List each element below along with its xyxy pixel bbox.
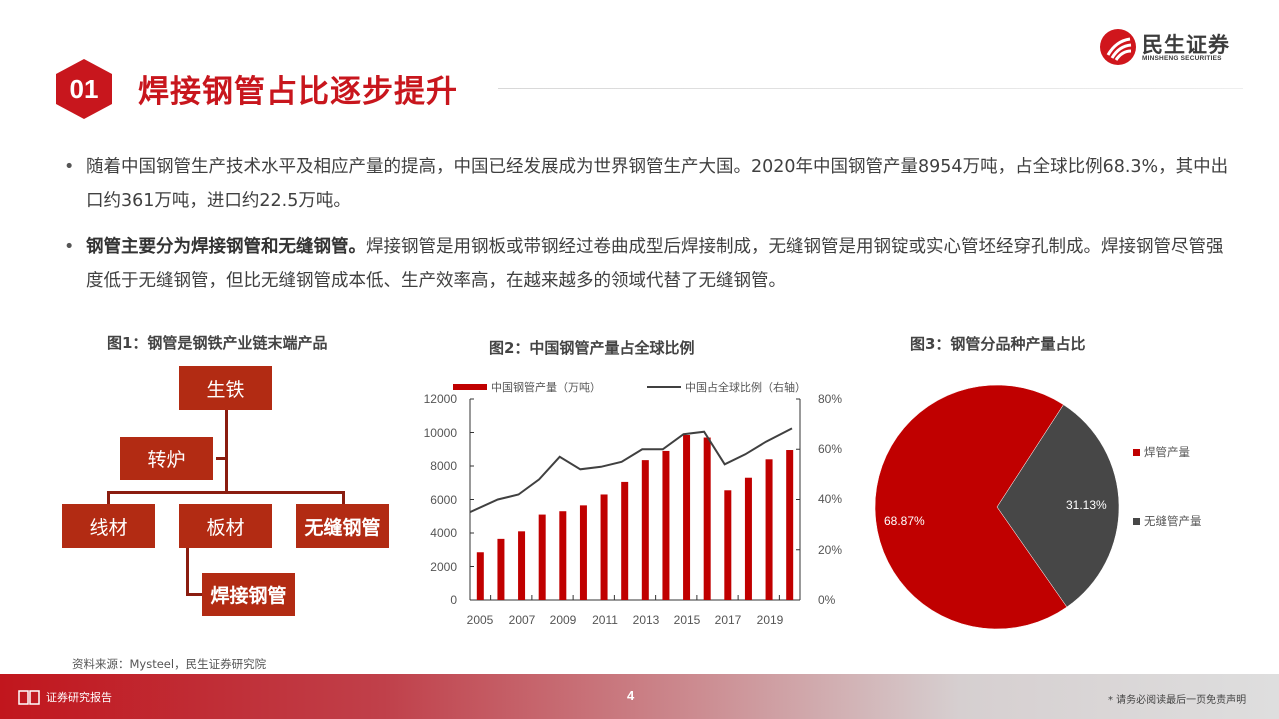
logo-text-en: MINSHENG SECURITIES bbox=[1142, 55, 1222, 62]
figure3-title: 图3：钢管分品种产量占比 bbox=[910, 335, 1086, 353]
bar bbox=[538, 514, 546, 600]
y-right-tick: 20% bbox=[818, 543, 843, 557]
node-plate: 板材 bbox=[179, 504, 272, 548]
bar bbox=[724, 490, 732, 600]
figure2-title: 图2：中国钢管产量占全球比例 bbox=[489, 339, 695, 357]
disclaimer-link[interactable]: * 请务必阅读最后一页免责声明 bbox=[1108, 695, 1247, 706]
data-source: 资料来源：Mysteel，民生证券研究院 bbox=[72, 657, 267, 671]
x-tick: 2011 bbox=[592, 613, 618, 627]
bar bbox=[683, 435, 691, 600]
y-right-tick: 40% bbox=[818, 492, 843, 506]
node-welded-pipe: 焊接钢管 bbox=[202, 573, 295, 616]
connector-line bbox=[107, 491, 345, 494]
brand-logo: 民生证券 MINSHENG SECURITIES bbox=[1100, 27, 1250, 67]
y-left-tick: 4000 bbox=[430, 526, 457, 540]
bullet-bold-lead: 钢管主要分为焊接钢管和无缝钢管。 bbox=[86, 237, 366, 257]
legend-bar-label: 中国钢管产量（万吨） bbox=[491, 381, 601, 394]
figure2-chart: 中国钢管产量（万吨） 中国占全球比例（右轴） 12000 10000 8000 … bbox=[405, 370, 855, 635]
y-right-tick: 0% bbox=[818, 593, 836, 607]
node-pig-iron: 生铁 bbox=[179, 366, 272, 410]
bullet-dot-icon: • bbox=[64, 157, 75, 177]
legend-bar: 中国钢管产量（万吨） bbox=[453, 379, 601, 395]
bullet-text: 焊接钢管是用钢板或带钢经过卷曲成型后焊接制成，无缝钢管是用钢锭或实心管坯经穿孔制… bbox=[86, 237, 1224, 291]
x-tick: 2009 bbox=[549, 613, 577, 627]
page-number: 4 bbox=[627, 688, 635, 703]
x-tick: 2015 bbox=[673, 613, 701, 627]
bullet-list: • 随着中国钢管生产技术水平及相应产量的提高，中国已经发展成为世界钢管生产大国。… bbox=[60, 150, 1240, 310]
bullet-item: • 钢管主要分为焊接钢管和无缝钢管。焊接钢管是用钢板或带钢经过卷曲成型后焊接制成… bbox=[60, 230, 1240, 298]
bar bbox=[518, 531, 526, 600]
logo-text-cn: 民生证券 bbox=[1142, 33, 1230, 57]
bullet-text: 随着中国钢管生产技术水平及相应产量的提高，中国已经发展成为世界钢管生产大国。20… bbox=[86, 157, 1229, 211]
pie-slice-seamless bbox=[996, 404, 1120, 608]
connector-line bbox=[186, 593, 202, 596]
node-wire-rod: 线材 bbox=[62, 504, 155, 548]
x-tick: 2013 bbox=[632, 613, 660, 627]
share-line bbox=[469, 427, 793, 514]
bar bbox=[621, 481, 629, 600]
bar bbox=[703, 437, 711, 600]
y-right-tick: 60% bbox=[818, 442, 843, 456]
bar bbox=[744, 477, 752, 600]
bar bbox=[600, 494, 608, 600]
figure2-plot bbox=[469, 398, 801, 601]
bar bbox=[579, 505, 587, 600]
bar bbox=[765, 459, 773, 600]
footer-report-label: 证券研究报告 bbox=[46, 691, 112, 704]
title-divider bbox=[498, 88, 1243, 89]
legend-line-label: 中国占全球比例（右轴） bbox=[685, 381, 806, 394]
pie-label-welded: 68.87% bbox=[884, 514, 925, 528]
bar bbox=[662, 450, 670, 600]
legend-square-icon bbox=[1133, 448, 1140, 456]
bullet-item: • 随着中国钢管生产技术水平及相应产量的提高，中国已经发展成为世界钢管生产大国。… bbox=[60, 150, 1240, 218]
x-tick: 2017 bbox=[714, 613, 742, 627]
pie-legend-label: 无缝管产量 bbox=[1144, 514, 1202, 528]
x-tick: 2019 bbox=[756, 613, 784, 627]
legend-bar-swatch-icon bbox=[453, 384, 487, 390]
figure1-title: 图1：钢管是钢铁产业链末端产品 bbox=[107, 334, 328, 352]
y-left-tick: 0 bbox=[450, 593, 457, 607]
x-tick: 2005 bbox=[466, 613, 494, 627]
book-icon bbox=[18, 690, 40, 705]
section-number: 01 bbox=[69, 74, 99, 104]
figure3-pie: 68.87% 31.13% bbox=[872, 384, 1122, 630]
bar bbox=[786, 450, 794, 600]
connector-line bbox=[107, 491, 110, 504]
page-title: 焊接钢管占比逐步提升 bbox=[138, 74, 458, 110]
pie-label-seamless: 31.13% bbox=[1066, 498, 1107, 512]
y-left-tick: 8000 bbox=[430, 459, 457, 473]
connector-line bbox=[225, 410, 228, 493]
bar bbox=[476, 552, 484, 600]
connector-line bbox=[342, 491, 345, 504]
y-left-tick: 10000 bbox=[423, 426, 457, 440]
bar bbox=[641, 460, 649, 600]
hexagon-icon bbox=[56, 59, 112, 119]
logo-icon bbox=[1100, 29, 1136, 65]
section-number-badge: 01 bbox=[54, 58, 114, 120]
y-right-tick: 80% bbox=[818, 392, 843, 406]
pie-legend-welded: 焊管产量 bbox=[1133, 444, 1190, 460]
legend-line-swatch-icon bbox=[647, 386, 681, 388]
pie-plot bbox=[874, 384, 1120, 630]
legend-line: 中国占全球比例（右轴） bbox=[647, 379, 806, 395]
connector-line bbox=[186, 548, 189, 596]
y-left-tick: 2000 bbox=[430, 560, 457, 574]
bar bbox=[497, 538, 505, 600]
pie-legend-seamless: 无缝管产量 bbox=[1133, 513, 1202, 529]
legend-square-icon bbox=[1133, 517, 1140, 525]
connector-line bbox=[216, 457, 226, 460]
bullet-dot-icon: • bbox=[64, 237, 75, 257]
node-seamless-pipe: 无缝钢管 bbox=[296, 504, 389, 548]
pie-slice-welded bbox=[874, 384, 1068, 630]
footer-bar: 证券研究报告 4 * 请务必阅读最后一页免责声明 bbox=[0, 674, 1279, 719]
y-left-tick: 6000 bbox=[430, 493, 457, 507]
bar bbox=[559, 511, 567, 600]
pie-legend-label: 焊管产量 bbox=[1144, 445, 1190, 459]
node-converter: 转炉 bbox=[120, 437, 213, 480]
y-left-tick: 12000 bbox=[423, 392, 457, 406]
x-tick: 2007 bbox=[508, 613, 536, 627]
